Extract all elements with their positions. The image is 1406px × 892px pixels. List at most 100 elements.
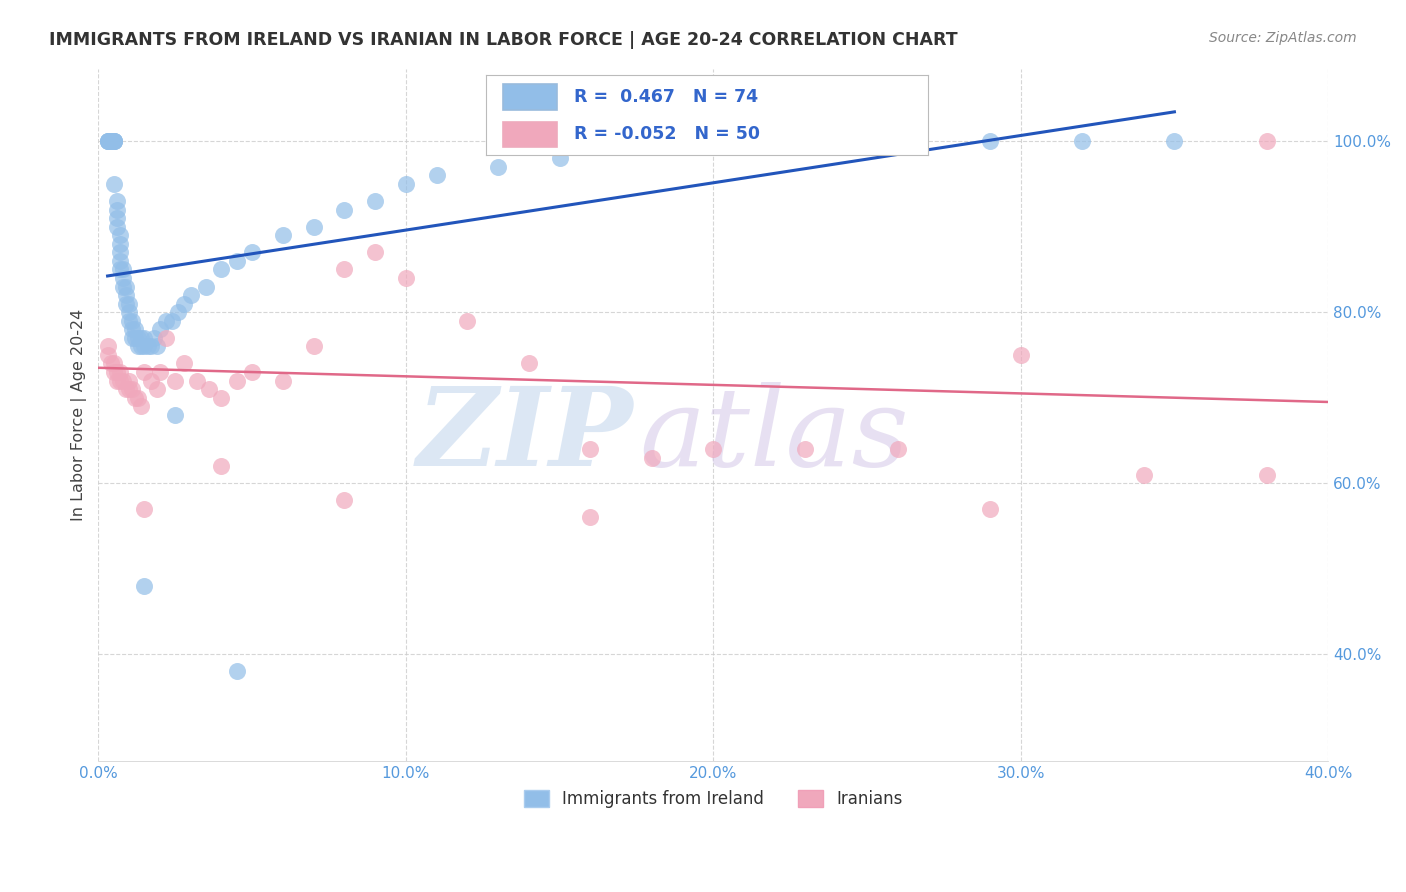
Point (103, 134, 125, 148)
Point (979, 134, 1001, 148)
Point (271, 228, 294, 243)
Y-axis label: In Labor Force | Age 20-24: In Labor Force | Age 20-24 (72, 309, 87, 521)
Point (124, 331, 146, 345)
Point (100, 134, 122, 148)
Point (145, 382, 167, 396)
Point (100, 134, 122, 148)
Point (127, 331, 149, 345)
Point (134, 579, 156, 593)
Point (127, 339, 149, 353)
Point (111, 374, 134, 388)
Point (115, 288, 138, 302)
Point (103, 134, 125, 148)
Point (194, 279, 217, 293)
Point (97, 134, 120, 148)
Point (149, 365, 172, 379)
Point (111, 279, 134, 293)
Point (155, 331, 177, 345)
Point (105, 202, 128, 217)
Point (1010, 348, 1032, 362)
Legend: Immigrants from Ireland, Iranians: Immigrants from Ireland, Iranians (517, 783, 910, 815)
Point (134, 339, 156, 353)
Point (979, 501, 1001, 516)
Point (886, 134, 908, 148)
Point (121, 382, 143, 396)
Point (702, 442, 724, 456)
Point (1071, 134, 1094, 148)
Point (1256, 467, 1278, 482)
Point (103, 365, 125, 379)
Point (333, 202, 356, 217)
Point (240, 245, 263, 260)
Point (127, 391, 149, 405)
Point (103, 177, 125, 191)
Point (180, 288, 202, 302)
Point (364, 245, 387, 260)
Point (97, 134, 120, 148)
Point (1163, 134, 1185, 148)
Point (139, 374, 162, 388)
Point (302, 219, 325, 234)
Point (395, 177, 418, 191)
Point (641, 134, 664, 148)
Point (108, 236, 131, 251)
Point (100, 134, 122, 148)
Point (108, 262, 131, 277)
Point (97, 339, 120, 353)
Point (142, 331, 165, 345)
Point (108, 253, 131, 268)
Point (115, 296, 138, 310)
Point (121, 314, 143, 328)
Point (124, 391, 146, 405)
Point (209, 391, 232, 405)
Point (1256, 134, 1278, 148)
Point (118, 314, 141, 328)
Point (167, 305, 190, 319)
Point (108, 374, 131, 388)
Point (364, 194, 387, 208)
Point (886, 442, 908, 456)
Point (155, 314, 177, 328)
Point (160, 314, 183, 328)
Point (105, 374, 128, 388)
Point (302, 339, 325, 353)
Point (702, 134, 724, 148)
Point (131, 331, 153, 345)
Point (641, 450, 664, 465)
Point (105, 219, 128, 234)
Point (111, 262, 134, 277)
Point (225, 665, 247, 679)
Point (134, 331, 156, 345)
Point (271, 374, 294, 388)
Point (425, 169, 447, 183)
Point (105, 211, 128, 226)
Point (121, 331, 143, 345)
Point (139, 339, 162, 353)
Point (209, 459, 232, 474)
Point (108, 365, 131, 379)
Point (131, 399, 153, 413)
Point (1132, 467, 1154, 482)
Point (456, 314, 478, 328)
Point (517, 357, 540, 371)
Point (240, 365, 263, 379)
Point (118, 296, 141, 310)
Point (486, 160, 509, 174)
Point (149, 322, 172, 336)
Point (225, 253, 247, 268)
Point (165, 408, 187, 422)
Point (134, 365, 156, 379)
Point (173, 357, 195, 371)
Point (103, 357, 125, 371)
Point (579, 510, 602, 524)
Point (333, 493, 356, 508)
Point (118, 382, 141, 396)
Point (198, 382, 221, 396)
Point (97, 134, 120, 148)
Point (395, 271, 418, 285)
Point (794, 134, 817, 148)
Point (108, 228, 131, 243)
Point (115, 382, 138, 396)
Point (136, 339, 159, 353)
Point (548, 151, 571, 165)
